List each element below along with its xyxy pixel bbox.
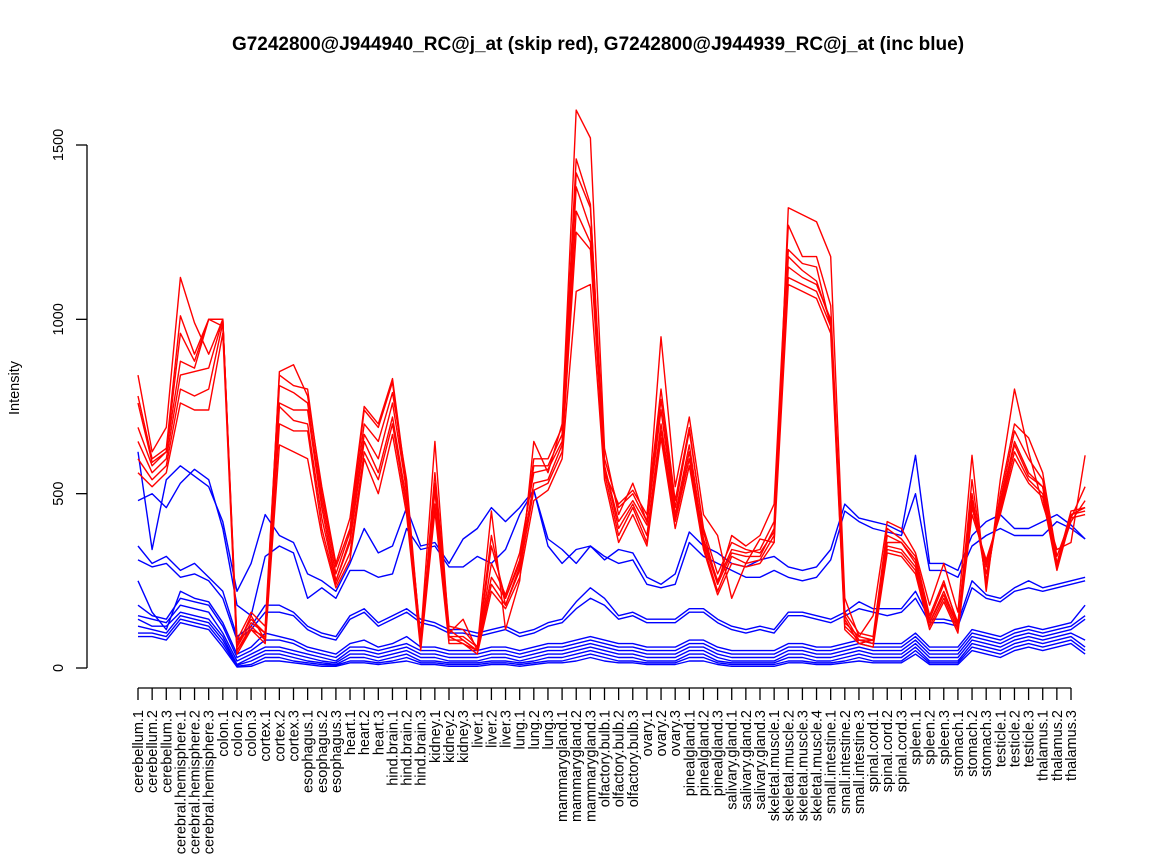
x-tick-label: heart.1 bbox=[343, 710, 359, 755]
x-tick-label: salivary.gland.3 bbox=[753, 710, 769, 810]
x-tick-label: colon.3 bbox=[244, 710, 260, 757]
x-tick-label: olfactory.bulb.2 bbox=[612, 710, 628, 807]
series-line-inc-17 bbox=[138, 618, 1086, 667]
x-tick-label: mammarygland.2 bbox=[569, 710, 585, 822]
x-tick-label: stomach.2 bbox=[965, 710, 981, 777]
x-tick-label: lung.3 bbox=[541, 710, 557, 750]
x-tick-label: lung.2 bbox=[527, 710, 543, 750]
x-tick-label: liver.1 bbox=[470, 710, 486, 748]
x-tick-label: cerebellum.3 bbox=[159, 710, 175, 793]
x-tick-label: esophagus.1 bbox=[301, 710, 317, 793]
x-tick-label: stomach.1 bbox=[951, 710, 967, 777]
series-line-inc-8 bbox=[137, 451, 1086, 592]
x-tick-label: cerebellum.1 bbox=[131, 710, 147, 793]
x-tick-label: testicle.1 bbox=[993, 710, 1009, 767]
x-tick-label: thalamus.1 bbox=[1036, 710, 1052, 781]
x-tick-label: lung.1 bbox=[513, 710, 529, 750]
x-tick-label: cortex.2 bbox=[272, 710, 288, 762]
x-tick-label: salivary.gland.2 bbox=[739, 710, 755, 810]
x-tick-label: cerebral.hemisphere.1 bbox=[173, 710, 189, 854]
x-tick-label: stomach.3 bbox=[979, 710, 995, 777]
series-line-skip-6 bbox=[137, 231, 1086, 652]
y-tick-label: 0 bbox=[51, 664, 67, 672]
x-tick-label: cortex.3 bbox=[287, 710, 303, 762]
x-tick-label: mammarygland.3 bbox=[583, 710, 599, 822]
x-tick-label: skeletal.muscle.1 bbox=[767, 710, 783, 821]
series-line-inc-13 bbox=[137, 597, 1086, 659]
x-tick-label: salivary.gland.1 bbox=[725, 710, 741, 810]
y-axis-label: Intensity bbox=[7, 360, 23, 415]
x-tick-label: olfactory.bulb.1 bbox=[598, 710, 614, 807]
x-tick-label: skeletal.muscle.3 bbox=[795, 710, 811, 821]
x-tick-label: small.intestine.1 bbox=[824, 710, 840, 814]
x-tick-label: ovary.3 bbox=[668, 710, 684, 756]
x-tick-label: spleen.3 bbox=[937, 710, 953, 765]
x-tick-label: small.intestine.3 bbox=[852, 710, 868, 814]
series-group bbox=[137, 109, 1086, 668]
chart-title: G7242800@J944940_RC@j_at (skip red), G72… bbox=[232, 34, 964, 55]
x-tick-label: thalamus.3 bbox=[1064, 710, 1080, 781]
x-tick-label: mammarygland.1 bbox=[555, 710, 571, 822]
x-tick-label: thalamus.2 bbox=[1050, 710, 1066, 781]
series-line-skip-5 bbox=[137, 210, 1086, 648]
x-tick-label: testicle.2 bbox=[1007, 710, 1023, 767]
x-tick-label: ovary.1 bbox=[640, 710, 656, 756]
x-tick-label: olfactory.bulb.3 bbox=[626, 710, 642, 807]
y-axis: 0 500 1000 1500 bbox=[51, 129, 88, 672]
x-axis: cerebellum.1cerebellum.2cerebellum.3cere… bbox=[131, 687, 1080, 854]
x-tick-label: liver.2 bbox=[484, 710, 500, 748]
x-tick-label: spleen.2 bbox=[923, 710, 939, 765]
x-tick-label: liver.3 bbox=[499, 710, 515, 748]
series-line-skip-2 bbox=[137, 158, 1086, 652]
x-tick-label: cortex.1 bbox=[258, 710, 274, 762]
series-line-inc-18 bbox=[138, 622, 1086, 668]
x-tick-label: cerebral.hemisphere.2 bbox=[188, 710, 204, 854]
x-tick-label: hind.brain.3 bbox=[414, 710, 430, 786]
x-tick-label: pinealgland.3 bbox=[711, 710, 727, 796]
x-tick-label: spleen.1 bbox=[909, 710, 925, 765]
x-tick-label: esophagus.2 bbox=[315, 710, 331, 793]
x-tick-label: hind.brain.2 bbox=[400, 710, 416, 786]
y-tick-label: 1000 bbox=[51, 303, 67, 335]
x-tick-label: heart.2 bbox=[357, 710, 373, 755]
x-tick-label: kidney.3 bbox=[456, 710, 472, 763]
series-line-skip-1 bbox=[137, 109, 1086, 648]
y-tick-label: 1500 bbox=[51, 129, 67, 161]
series-line-inc-9 bbox=[137, 468, 1086, 617]
series-line-inc-16 bbox=[137, 615, 1086, 666]
x-tick-label: ovary.2 bbox=[654, 710, 670, 756]
x-tick-label: hind.brain.1 bbox=[385, 710, 401, 786]
x-tick-label: skeletal.muscle.2 bbox=[781, 710, 797, 821]
x-tick-label: heart.3 bbox=[371, 710, 387, 755]
series-line-inc-14 bbox=[137, 604, 1086, 662]
series-line-inc-12 bbox=[137, 580, 1086, 655]
x-tick-label: cerebral.hemisphere.3 bbox=[202, 710, 218, 854]
x-tick-label: kidney.2 bbox=[442, 710, 458, 763]
x-tick-label: colon.1 bbox=[216, 710, 232, 757]
x-tick-label: colon.2 bbox=[230, 710, 246, 757]
x-tick-label: spinal.cord.1 bbox=[866, 710, 882, 792]
series-line-skip-7 bbox=[137, 283, 1086, 655]
y-tick-label: 500 bbox=[51, 482, 67, 506]
series-line-skip-3 bbox=[137, 172, 1086, 652]
x-tick-label: spinal.cord.2 bbox=[880, 710, 896, 792]
x-tick-label: kidney.1 bbox=[428, 710, 444, 763]
x-tick-label: small.intestine.2 bbox=[838, 710, 854, 814]
x-tick-label: cerebellum.2 bbox=[145, 710, 161, 793]
x-tick-label: skeletal.muscle.4 bbox=[810, 710, 826, 821]
x-tick-label: testicle.3 bbox=[1022, 710, 1038, 767]
x-tick-label: esophagus.3 bbox=[329, 710, 345, 793]
series-line-inc-15 bbox=[137, 611, 1086, 666]
x-tick-label: spinal.cord.3 bbox=[894, 710, 910, 792]
x-tick-label: pinealgland.2 bbox=[696, 710, 712, 796]
x-tick-label: pinealgland.1 bbox=[682, 710, 698, 796]
